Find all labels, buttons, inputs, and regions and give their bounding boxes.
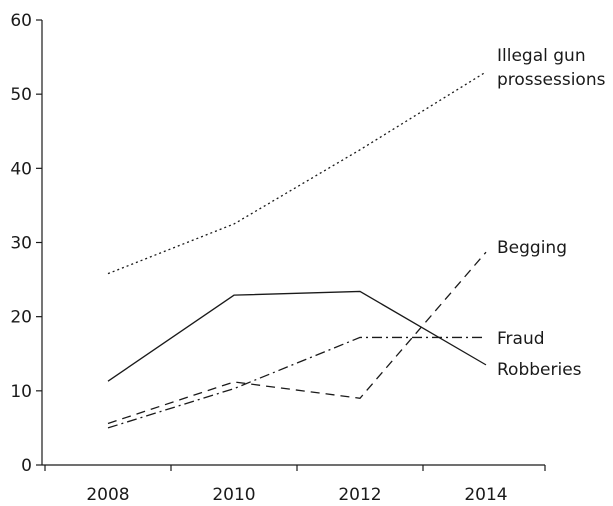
y-tick-label: 60 bbox=[10, 11, 32, 31]
series-line-begging bbox=[107, 251, 487, 425]
y-tick-label: 10 bbox=[10, 382, 32, 402]
series-lines bbox=[107, 71, 487, 429]
x-tick-label: 2014 bbox=[464, 485, 507, 505]
x-tick-label: 2008 bbox=[86, 485, 129, 505]
series-label: Illegal gun prossessions bbox=[497, 46, 606, 90]
x-tick-label: 2012 bbox=[338, 485, 381, 505]
series-line-fraud bbox=[107, 336, 486, 429]
y-tick-label: 0 bbox=[21, 456, 32, 476]
series-label: Begging bbox=[497, 238, 567, 258]
axes: 0 10 20 30 40 50 60 2008 2010 2012 2014 bbox=[10, 11, 546, 505]
series-line-robberies bbox=[107, 290, 487, 382]
series-label: Robberies bbox=[497, 360, 582, 380]
series-label-line: Robberies bbox=[497, 360, 582, 380]
series-label-line: Fraud bbox=[497, 329, 545, 349]
y-tick-label: 30 bbox=[10, 234, 32, 254]
series-label: Fraud bbox=[497, 329, 545, 349]
y-tick-label: 50 bbox=[10, 85, 32, 105]
series-line-illegal-gun-prossessions bbox=[107, 71, 487, 275]
series-label-line: prossessions bbox=[497, 70, 606, 90]
series-label-line: Begging bbox=[497, 238, 567, 258]
series-label-line: Illegal gun bbox=[497, 46, 586, 66]
y-tick-label: 20 bbox=[10, 308, 32, 328]
y-tick-label: 40 bbox=[10, 159, 32, 179]
series-labels: Illegal gun prossessions Begging Fraud Robbe… bbox=[497, 46, 606, 380]
x-tick-label: 2010 bbox=[212, 485, 255, 505]
